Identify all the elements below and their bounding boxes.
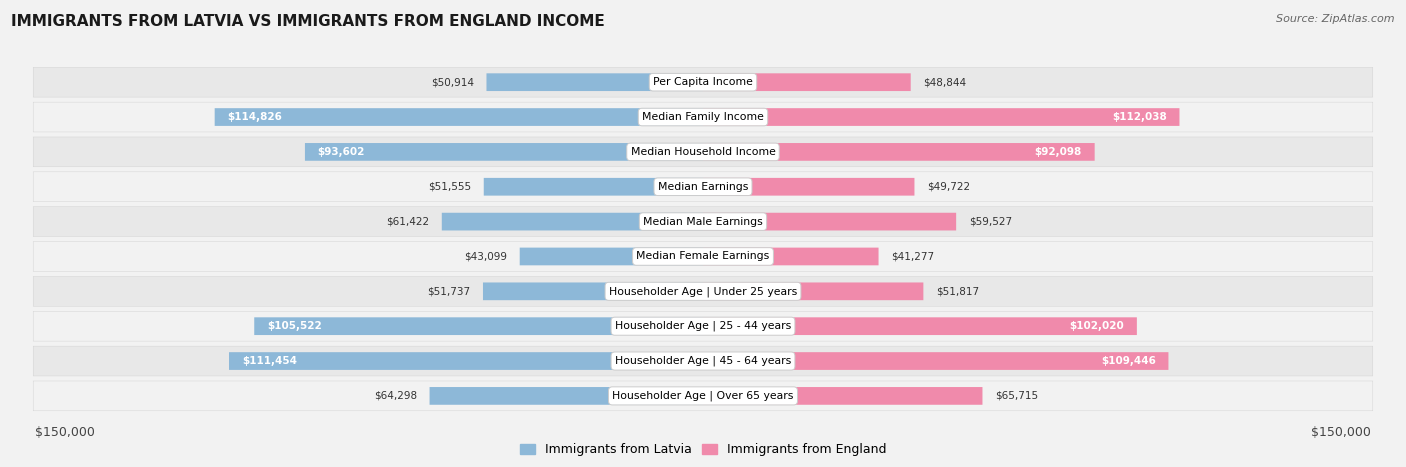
FancyBboxPatch shape <box>703 108 1180 126</box>
Text: Householder Age | Over 65 years: Householder Age | Over 65 years <box>612 391 794 401</box>
Text: Householder Age | 25 - 44 years: Householder Age | 25 - 44 years <box>614 321 792 332</box>
FancyBboxPatch shape <box>34 311 1372 341</box>
FancyBboxPatch shape <box>430 387 703 405</box>
Legend: Immigrants from Latvia, Immigrants from England: Immigrants from Latvia, Immigrants from … <box>515 439 891 461</box>
FancyBboxPatch shape <box>229 352 703 370</box>
FancyBboxPatch shape <box>703 73 911 91</box>
FancyBboxPatch shape <box>703 317 1137 335</box>
FancyBboxPatch shape <box>34 276 1372 306</box>
Text: Median Male Earnings: Median Male Earnings <box>643 217 763 226</box>
Text: Source: ZipAtlas.com: Source: ZipAtlas.com <box>1277 14 1395 24</box>
FancyBboxPatch shape <box>34 381 1372 411</box>
Text: Median Earnings: Median Earnings <box>658 182 748 192</box>
Text: $102,020: $102,020 <box>1070 321 1125 331</box>
Text: IMMIGRANTS FROM LATVIA VS IMMIGRANTS FROM ENGLAND INCOME: IMMIGRANTS FROM LATVIA VS IMMIGRANTS FRO… <box>11 14 605 29</box>
FancyBboxPatch shape <box>703 387 983 405</box>
Text: Median Family Income: Median Family Income <box>643 112 763 122</box>
Text: $49,722: $49,722 <box>927 182 970 192</box>
Text: $105,522: $105,522 <box>267 321 322 331</box>
FancyBboxPatch shape <box>441 213 703 231</box>
FancyBboxPatch shape <box>703 178 914 196</box>
FancyBboxPatch shape <box>486 73 703 91</box>
FancyBboxPatch shape <box>703 352 1168 370</box>
Text: Per Capita Income: Per Capita Income <box>652 77 754 87</box>
Text: $65,715: $65,715 <box>995 391 1039 401</box>
Text: $48,844: $48,844 <box>924 77 966 87</box>
FancyBboxPatch shape <box>34 346 1372 376</box>
Text: Median Female Earnings: Median Female Earnings <box>637 251 769 262</box>
Text: Median Household Income: Median Household Income <box>630 147 776 157</box>
FancyBboxPatch shape <box>305 143 703 161</box>
Text: $114,826: $114,826 <box>228 112 283 122</box>
Text: $50,914: $50,914 <box>430 77 474 87</box>
Text: $59,527: $59,527 <box>969 217 1012 226</box>
Text: $43,099: $43,099 <box>464 251 508 262</box>
Text: Householder Age | Under 25 years: Householder Age | Under 25 years <box>609 286 797 297</box>
FancyBboxPatch shape <box>34 207 1372 236</box>
FancyBboxPatch shape <box>34 241 1372 271</box>
FancyBboxPatch shape <box>34 172 1372 202</box>
Text: $93,602: $93,602 <box>318 147 366 157</box>
FancyBboxPatch shape <box>703 143 1095 161</box>
Text: $51,817: $51,817 <box>936 286 979 297</box>
Text: $41,277: $41,277 <box>891 251 935 262</box>
Text: $51,737: $51,737 <box>427 286 470 297</box>
Text: $111,454: $111,454 <box>242 356 297 366</box>
FancyBboxPatch shape <box>703 213 956 231</box>
FancyBboxPatch shape <box>703 248 879 265</box>
FancyBboxPatch shape <box>484 178 703 196</box>
FancyBboxPatch shape <box>34 102 1372 132</box>
FancyBboxPatch shape <box>484 283 703 300</box>
Text: $112,038: $112,038 <box>1112 112 1167 122</box>
Text: $109,446: $109,446 <box>1101 356 1156 366</box>
FancyBboxPatch shape <box>254 317 703 335</box>
Text: $64,298: $64,298 <box>374 391 416 401</box>
FancyBboxPatch shape <box>703 283 924 300</box>
Text: $92,098: $92,098 <box>1035 147 1081 157</box>
FancyBboxPatch shape <box>215 108 703 126</box>
Text: Householder Age | 45 - 64 years: Householder Age | 45 - 64 years <box>614 356 792 366</box>
Text: $51,555: $51,555 <box>427 182 471 192</box>
FancyBboxPatch shape <box>34 137 1372 167</box>
FancyBboxPatch shape <box>34 67 1372 97</box>
Text: $61,422: $61,422 <box>385 217 429 226</box>
FancyBboxPatch shape <box>520 248 703 265</box>
